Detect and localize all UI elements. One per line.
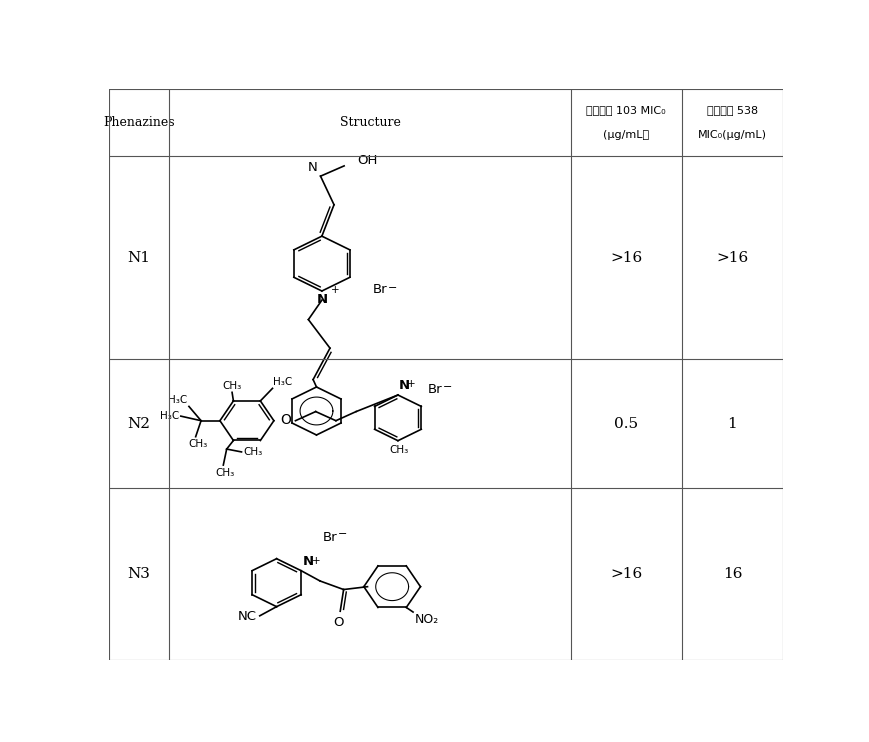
Text: 白念珠菌 103 MIC₀: 白念珠菌 103 MIC₀ [586,105,666,115]
Text: H₃C: H₃C [168,395,188,404]
Text: OH: OH [357,154,377,167]
Text: Br: Br [372,283,387,296]
Text: N2: N2 [128,416,150,430]
Text: N: N [316,293,328,306]
Text: >16: >16 [609,567,641,581]
Text: Structure: Structure [339,116,400,129]
Text: CH₃: CH₃ [243,447,262,458]
Text: 1: 1 [726,416,736,430]
Text: >16: >16 [715,251,747,265]
Text: MIC₀(μg/mL): MIC₀(μg/mL) [697,131,766,140]
Text: N: N [308,162,317,174]
Text: H₃C: H₃C [273,377,292,387]
Text: H₃C: H₃C [159,411,179,421]
Text: CH₃: CH₃ [222,381,242,391]
Text: +: + [312,556,320,565]
Text: CH₃: CH₃ [388,445,408,456]
Text: −: − [388,283,397,292]
Text: >16: >16 [609,251,641,265]
Text: CH₃: CH₃ [216,468,235,478]
Text: N1: N1 [128,251,150,265]
Text: N: N [398,379,409,392]
Text: −: − [337,529,347,539]
Text: NC: NC [237,611,256,623]
Text: +: + [407,379,415,390]
Text: 白念珠菌 538: 白念珠菌 538 [706,105,757,115]
Text: CH₃: CH₃ [189,439,208,449]
Text: NO₂: NO₂ [414,613,438,626]
Text: Phenazines: Phenazines [103,116,175,129]
Text: N: N [302,556,314,568]
Text: 0.5: 0.5 [614,416,638,430]
Text: N3: N3 [128,567,150,581]
Text: O: O [333,616,344,628]
Text: Br: Br [428,383,442,395]
Text: 16: 16 [722,567,741,581]
Text: O: O [280,413,290,427]
Text: −: − [442,382,452,392]
Text: (μg/mL）: (μg/mL） [602,131,648,140]
Text: +: + [330,285,339,295]
Text: Br: Br [322,531,337,544]
